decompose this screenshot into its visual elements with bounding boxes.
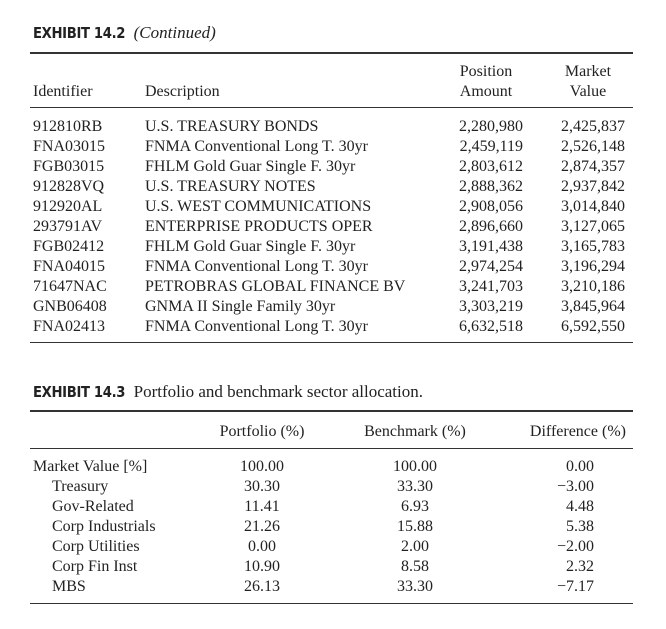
sector-label-cell: Market Value [%]	[33, 458, 148, 475]
sector-label-cell: Corp Utilities	[52, 538, 140, 555]
position-amount-cell: 6,632,518	[459, 318, 523, 335]
sector-label-cell: Gov-Related	[52, 498, 134, 515]
description-cell: U.S. WEST COMMUNICATIONS	[145, 198, 372, 215]
market-value-cell: 2,874,357	[561, 158, 625, 175]
market-value-cell: 3,127,065	[561, 218, 625, 235]
market-value-cell: 2,425,837	[561, 118, 625, 135]
portfolio-cell: 0.00	[248, 538, 276, 555]
header-position-line2: Amount	[459, 83, 513, 100]
position-amount-cell: 3,191,438	[459, 238, 523, 255]
difference-cell: 4.48	[566, 498, 594, 515]
sector-label-cell: Corp Fin Inst	[52, 558, 138, 575]
portfolio-cell: 11.41	[244, 498, 280, 515]
difference-cell: 2.32	[566, 558, 594, 575]
identifier-cell: FNA02413	[33, 318, 106, 335]
header-identifier: Identifier	[33, 83, 93, 100]
difference-cell: −2.00	[556, 538, 594, 555]
benchmark-cell: 33.30	[397, 578, 433, 595]
header-market-line1: Market	[564, 63, 612, 80]
difference-cell: 5.38	[566, 518, 594, 535]
difference-cell: 0.00	[566, 458, 594, 475]
benchmark-cell: 8.58	[401, 558, 429, 575]
exhibit-subtitle: Portfolio and benchmark sector allocatio…	[133, 382, 424, 401]
header-rule	[30, 448, 633, 449]
description-cell: U.S. TREASURY NOTES	[145, 178, 316, 195]
header-portfolio: Portfolio (%)	[219, 423, 305, 440]
header-difference: Difference (%)	[529, 423, 626, 440]
top-rule	[30, 410, 633, 412]
bottom-rule	[30, 603, 633, 604]
position-amount-cell: 2,908,056	[459, 198, 523, 215]
header-description: Description	[145, 83, 220, 100]
bottom-rule	[30, 342, 633, 343]
top-rule	[30, 52, 633, 54]
description-cell: FNMA Conventional Long T. 30yr	[145, 138, 368, 155]
identifier-cell: 293791AV	[33, 218, 103, 235]
market-value-cell: 3,165,783	[561, 238, 625, 255]
benchmark-cell: 2.00	[401, 538, 429, 555]
market-value-cell: 2,937,842	[561, 178, 625, 195]
description-cell: GNMA II Single Family 30yr	[145, 298, 336, 315]
difference-cell: −7.17	[556, 578, 594, 595]
position-amount-cell: 2,974,254	[459, 258, 523, 275]
position-amount-cell: 2,459,119	[459, 138, 523, 155]
portfolio-cell: 26.13	[244, 578, 280, 595]
portfolio-cell: 100.00	[240, 458, 284, 475]
portfolio-cell: 10.90	[244, 558, 280, 575]
identifier-cell: FNA03015	[33, 138, 106, 155]
exhibit-14-2-title: EXHIBIT 14.2 (Continued)	[33, 23, 216, 43]
market-value-cell: 2,526,148	[561, 138, 625, 155]
description-cell: FNMA Conventional Long T. 30yr	[145, 258, 368, 275]
description-cell: FHLM Gold Guar Single F. 30yr	[145, 238, 356, 255]
sector-label-cell: Corp Industrials	[52, 518, 156, 535]
header-benchmark: Benchmark (%)	[364, 423, 466, 440]
difference-cell: −3.00	[556, 478, 594, 495]
exhibit-label: EXHIBIT 14.2	[33, 24, 126, 42]
benchmark-cell: 6.93	[401, 498, 429, 515]
description-cell: FHLM Gold Guar Single F. 30yr	[145, 158, 356, 175]
description-cell: PETROBRAS GLOBAL FINANCE BV	[145, 278, 406, 295]
portfolio-cell: 30.30	[244, 478, 280, 495]
identifier-cell: GNB06408	[33, 298, 107, 315]
market-value-cell: 3,196,294	[561, 258, 625, 275]
position-amount-cell: 2,888,362	[459, 178, 523, 195]
portfolio-cell: 21.26	[244, 518, 280, 535]
position-amount-cell: 2,896,660	[459, 218, 523, 235]
identifier-cell: FGB03015	[33, 158, 105, 175]
position-amount-cell: 2,803,612	[459, 158, 523, 175]
market-value-cell: 6,592,550	[561, 318, 625, 335]
identifier-cell: 912920AL	[33, 198, 103, 215]
position-amount-cell: 2,280,980	[459, 118, 523, 135]
header-position-line1: Position	[459, 63, 513, 80]
sector-label-cell: Treasury	[52, 478, 109, 495]
identifier-cell: FGB02412	[33, 238, 105, 255]
position-amount-cell: 3,303,219	[459, 298, 523, 315]
market-value-cell: 3,014,840	[561, 198, 625, 215]
market-value-cell: 3,845,964	[561, 298, 625, 315]
exhibit-subtitle: (Continued)	[133, 23, 216, 42]
market-value-cell: 3,210,186	[561, 278, 625, 295]
benchmark-cell: 100.00	[393, 458, 437, 475]
description-cell: FNMA Conventional Long T. 30yr	[145, 318, 368, 335]
benchmark-cell: 33.30	[397, 478, 433, 495]
identifier-cell: 71647NAC	[33, 278, 107, 295]
position-amount-cell: 3,241,703	[459, 278, 523, 295]
header-rule	[30, 107, 633, 108]
identifier-cell: FNA04015	[33, 258, 106, 275]
description-cell: U.S. TREASURY BONDS	[145, 118, 319, 135]
header-market-line2: Value	[569, 83, 607, 100]
benchmark-cell: 15.88	[397, 518, 433, 535]
exhibit-14-3-title: EXHIBIT 14.3 Portfolio and benchmark sec…	[33, 382, 423, 402]
description-cell: ENTERPRISE PRODUCTS OPER	[145, 218, 373, 235]
exhibit-label: EXHIBIT 14.3	[33, 383, 126, 401]
identifier-cell: 912828VQ	[33, 178, 105, 195]
sector-label-cell: MBS	[52, 578, 86, 595]
identifier-cell: 912810RB	[33, 118, 103, 135]
